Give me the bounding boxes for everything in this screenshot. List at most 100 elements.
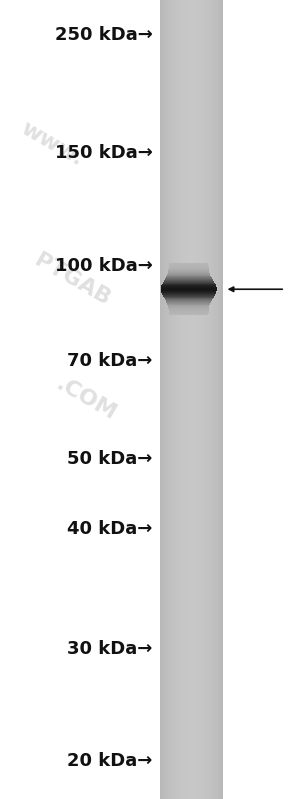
Bar <box>169 266 209 267</box>
Bar <box>168 309 209 310</box>
Bar <box>211 0 212 799</box>
Bar <box>222 0 223 799</box>
Text: 150 kDa→: 150 kDa→ <box>55 145 153 162</box>
Bar <box>164 297 213 299</box>
Bar <box>162 294 215 295</box>
Bar <box>162 283 215 284</box>
Bar <box>161 286 216 287</box>
Bar <box>186 0 187 799</box>
Bar <box>162 0 163 799</box>
Bar <box>165 0 166 799</box>
Bar <box>168 305 209 306</box>
Bar <box>179 0 180 799</box>
Bar <box>199 0 200 799</box>
Bar <box>168 271 209 272</box>
Bar <box>213 0 214 799</box>
Bar <box>167 0 168 799</box>
Bar <box>168 273 210 274</box>
Bar <box>174 0 175 799</box>
Text: 20 kDa→: 20 kDa→ <box>67 752 153 769</box>
Bar <box>168 0 170 799</box>
Bar <box>164 281 214 282</box>
Text: .COM: .COM <box>53 375 120 424</box>
Bar <box>207 0 209 799</box>
Bar <box>169 312 209 313</box>
Text: 70 kDa→: 70 kDa→ <box>67 352 153 370</box>
Bar <box>183 0 184 799</box>
Bar <box>169 314 209 315</box>
Bar <box>190 0 191 799</box>
Bar <box>162 295 215 296</box>
Bar <box>169 311 209 312</box>
Bar <box>169 265 209 266</box>
Bar <box>188 0 190 799</box>
Bar <box>166 302 211 303</box>
Bar <box>218 0 219 799</box>
Bar <box>214 0 215 799</box>
Bar <box>166 277 212 278</box>
Bar <box>168 270 209 271</box>
Bar <box>180 0 181 799</box>
Bar <box>194 0 195 799</box>
Bar <box>203 0 204 799</box>
Bar <box>200 0 201 799</box>
Text: 30 kDa→: 30 kDa→ <box>67 640 153 658</box>
Bar <box>161 290 217 291</box>
Bar <box>204 0 206 799</box>
Bar <box>219 0 220 799</box>
Bar <box>163 282 214 283</box>
Bar <box>197 0 198 799</box>
Bar <box>164 280 213 281</box>
Bar <box>164 0 165 799</box>
Bar <box>220 0 221 799</box>
Bar <box>168 308 209 309</box>
Bar <box>164 296 214 297</box>
Bar <box>166 301 211 302</box>
Text: 100 kDa→: 100 kDa→ <box>55 257 153 275</box>
Bar <box>221 0 222 799</box>
Bar <box>212 0 213 799</box>
Bar <box>167 303 211 304</box>
Bar <box>165 299 213 300</box>
Bar <box>182 0 183 799</box>
Bar <box>187 0 189 799</box>
Bar <box>201 0 202 799</box>
Bar <box>202 0 203 799</box>
Bar <box>173 0 174 799</box>
Bar <box>166 276 211 277</box>
Bar <box>168 269 209 270</box>
Bar <box>168 304 210 305</box>
Bar <box>177 0 178 799</box>
Bar <box>209 0 211 799</box>
Bar <box>161 291 217 292</box>
Bar <box>176 0 177 799</box>
Bar <box>217 0 218 799</box>
Bar <box>160 0 161 799</box>
Bar <box>181 0 182 799</box>
Bar <box>206 0 208 799</box>
Bar <box>178 0 179 799</box>
Bar <box>169 0 171 799</box>
Bar <box>161 0 162 799</box>
Bar <box>205 0 206 799</box>
Bar <box>170 0 172 799</box>
Bar <box>167 275 211 276</box>
Bar <box>216 0 217 799</box>
Bar <box>161 292 216 293</box>
Text: PTGAB: PTGAB <box>31 250 113 309</box>
Text: 250 kDa→: 250 kDa→ <box>55 26 153 44</box>
Bar <box>185 0 187 799</box>
Text: 40 kDa→: 40 kDa→ <box>67 520 153 538</box>
Bar <box>196 0 197 799</box>
Bar <box>175 0 176 799</box>
Bar <box>168 272 209 273</box>
Bar <box>169 313 209 314</box>
Bar <box>165 278 212 279</box>
Bar <box>161 285 216 286</box>
Bar <box>168 268 209 269</box>
Bar <box>168 306 209 308</box>
Bar <box>184 0 185 799</box>
Bar <box>215 0 216 799</box>
Bar <box>193 0 194 799</box>
Bar <box>161 288 217 290</box>
